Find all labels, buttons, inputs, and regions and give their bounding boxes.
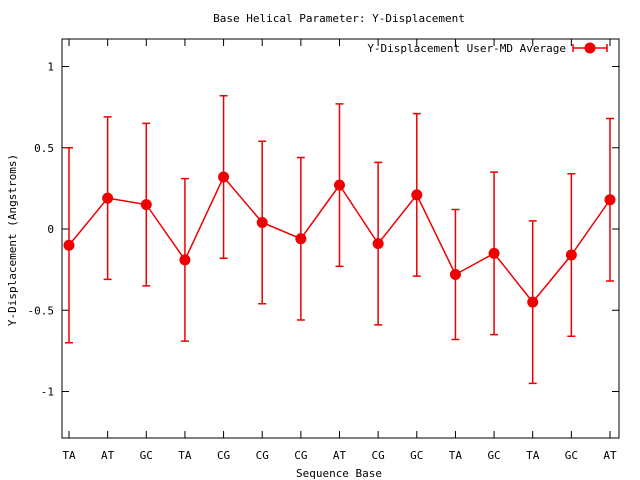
x-tick-label: CG [217,449,230,462]
data-point [179,254,191,266]
y-tick-label: 1 [47,61,54,74]
data-point [63,239,75,251]
x-tick-label: CG [372,449,385,462]
x-tick-label: AT [333,449,347,462]
data-point [295,233,307,245]
x-tick-label: TA [526,449,540,462]
series-layer [63,95,616,385]
x-axis-label: Sequence Base [296,467,382,480]
x-tick-label: AT [101,449,115,462]
x-tick-label: GC [410,449,423,462]
data-point [488,247,500,259]
data-point [256,217,268,228]
y-axis: 1 0.5 0 -0.5 -1 [28,61,619,399]
x-tick-label: TA [178,449,192,462]
x-tick-label: GC [565,449,578,462]
y-tick-label: -0.5 [28,304,55,317]
data-point [411,189,423,201]
data-point [527,296,539,308]
data-point [140,199,152,211]
x-tick-label: CG [294,449,307,462]
x-tick-label: GC [487,449,500,462]
legend-label: Y-Displacement User-MD Average [367,42,566,55]
data-point [218,171,230,183]
y-tick-label: -1 [41,386,54,399]
y-tick-label: 0.5 [34,142,54,155]
x-tick-label: CG [256,449,269,462]
x-tick-label: AT [603,449,617,462]
x-axis: TA AT GC TA CG CG CG AT CG GC TA GC TA GC AT [62,39,617,462]
data-point [102,192,114,204]
chart-title: Base Helical Parameter: Y-Displacement [213,12,465,25]
x-tick-label: GC [140,449,153,462]
plot-area-frame [61,38,620,439]
data-point [565,249,577,261]
data-point [604,194,616,206]
y-tick-label: 0 [47,223,54,236]
data-point [372,238,384,250]
x-tick-label: TA [449,449,463,462]
x-tick-label: TA [62,449,76,462]
data-point [334,179,345,191]
data-point [449,269,461,280]
y-axis-label: Y-Displacement (Angstroms) [6,154,19,326]
legend-marker [584,42,596,54]
legend: Y-Displacement User-MD Average [367,42,608,55]
